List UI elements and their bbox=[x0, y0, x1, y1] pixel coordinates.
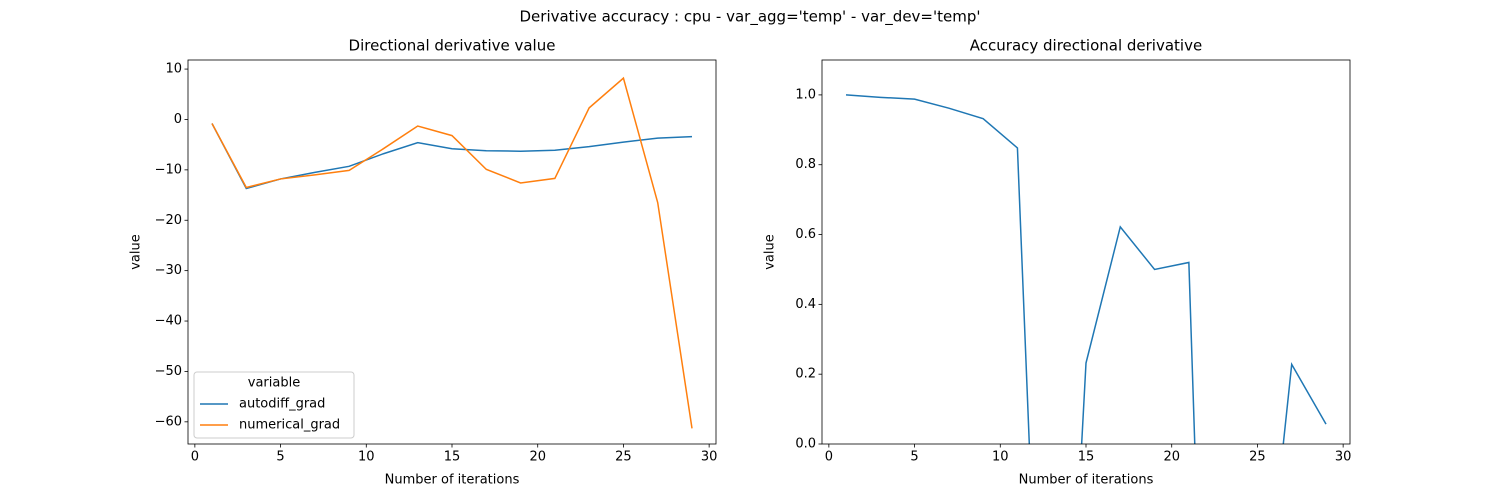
legend: variable autodiff_grad numerical_grad bbox=[193, 371, 355, 439]
y-tick-label: 10 bbox=[165, 62, 182, 77]
y-tick-label: 0 bbox=[174, 112, 182, 127]
line-series bbox=[845, 94, 1327, 444]
plot-lines bbox=[845, 94, 1327, 444]
axes-title: Directional derivative value bbox=[349, 37, 556, 55]
line-series bbox=[211, 123, 693, 190]
y-tick-label: 1.0 bbox=[795, 87, 816, 102]
y-tick-label: 0.2 bbox=[795, 367, 816, 382]
figure-title: Derivative accuracy : cpu - var_agg='tem… bbox=[520, 8, 981, 27]
plot-area bbox=[822, 60, 1350, 444]
y-tick-label: −30 bbox=[155, 263, 182, 278]
y-tick-label: 0.4 bbox=[795, 297, 816, 312]
axes: 0 5 10 15 20 25 30 0.0 0.2 0.4 0.6 0.8 1.0 Accuracy d… bbox=[763, 37, 1352, 488]
x-tick-label: 15 bbox=[444, 450, 461, 465]
x-tick-label: 25 bbox=[615, 450, 632, 465]
y-tick-label: −40 bbox=[155, 314, 182, 329]
x-tick-label: 30 bbox=[1335, 450, 1352, 465]
x-tick-label: 5 bbox=[910, 450, 918, 465]
x-tick-label: 0 bbox=[191, 450, 199, 465]
y-tick-label: 0.0 bbox=[795, 437, 816, 452]
y-axis-label: value bbox=[129, 234, 144, 270]
x-axis-label: Number of iterations bbox=[1019, 473, 1154, 488]
axes: 0 5 10 15 20 25 30 −60 −50 −40 −30 −20 −10 0 10 Directi… bbox=[129, 37, 718, 488]
legend-box bbox=[193, 371, 355, 439]
legend-title: variable bbox=[248, 376, 300, 391]
x-tick-label: 20 bbox=[1163, 450, 1180, 465]
x-tick-label: 30 bbox=[701, 450, 718, 465]
x-tick-label: 10 bbox=[358, 450, 375, 465]
x-tick-label: 15 bbox=[1078, 450, 1095, 465]
y-tick-label: −10 bbox=[155, 162, 182, 177]
y-tick-label: 0.6 bbox=[795, 227, 816, 242]
legend-label: autodiff_grad bbox=[239, 397, 325, 412]
x-axis-label: Number of iterations bbox=[385, 473, 520, 488]
x-tick-label: 10 bbox=[992, 450, 1009, 465]
x-tick-label: 25 bbox=[1249, 450, 1266, 465]
plot-lines bbox=[211, 76, 693, 429]
axes-title: Accuracy directional derivative bbox=[970, 37, 1202, 55]
y-tick-label: 0.8 bbox=[795, 157, 816, 172]
y-tick-label: −20 bbox=[155, 213, 182, 228]
line-series bbox=[211, 76, 693, 429]
x-tick-label: 0 bbox=[825, 450, 833, 465]
x-tick-label: 20 bbox=[529, 450, 546, 465]
x-tick-label: 5 bbox=[276, 450, 284, 465]
y-tick-label: −50 bbox=[155, 364, 182, 379]
y-tick-label: −60 bbox=[155, 414, 182, 429]
y-axis-label: value bbox=[763, 234, 778, 270]
legend-label: numerical_grad bbox=[239, 418, 340, 433]
